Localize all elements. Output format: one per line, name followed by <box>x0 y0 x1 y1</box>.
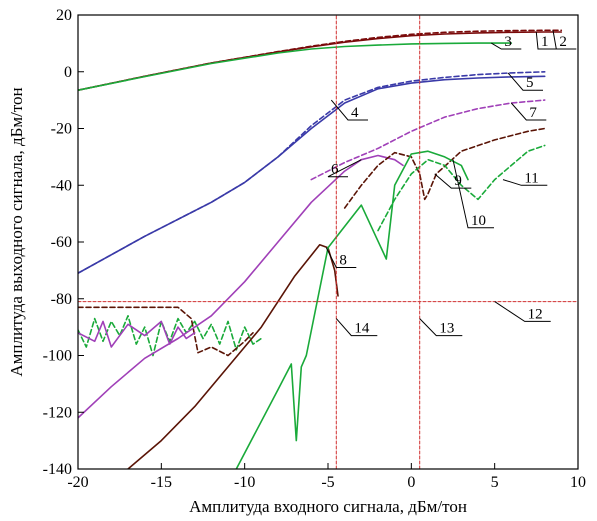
callout-leader-9 <box>434 173 472 189</box>
y-tick-label: 20 <box>56 7 72 24</box>
y-tick-label: -80 <box>51 291 72 308</box>
y-tick-label: -120 <box>43 404 72 421</box>
noise-floor-line-3 <box>78 320 196 348</box>
callout-label-11: 11 <box>524 170 538 186</box>
x-tick-label: -5 <box>321 474 334 491</box>
callout-leader-12 <box>494 301 551 322</box>
y-tick-label: -60 <box>51 234 72 251</box>
x-tick-label: 5 <box>491 474 499 491</box>
y-tick-label: -100 <box>43 348 72 365</box>
callout-label-5: 5 <box>526 75 534 91</box>
callout-leader-14 <box>335 318 378 337</box>
callout-label-2: 2 <box>559 34 567 50</box>
callout-leader-11 <box>502 179 548 186</box>
series-line-9 <box>343 127 546 209</box>
callout-leader-7 <box>510 102 547 121</box>
ticks-layer: -20 -15 -10 -5 0 5 10 -140 -120 -100 -80 -60 -40 -20 0… <box>43 7 586 491</box>
callout-label-1: 1 <box>541 34 549 50</box>
series-line-5 <box>78 71 546 274</box>
callout-leader-13 <box>419 318 463 337</box>
callout-leader-2 <box>552 30 577 50</box>
callout-leader-8 <box>325 247 357 268</box>
series-line-1 <box>78 31 563 91</box>
callout-leader-1 <box>535 31 558 50</box>
x-tick-label: -20 <box>67 474 88 491</box>
noise-floor-line-2 <box>78 306 254 357</box>
series-line-10 <box>235 150 469 469</box>
series-layer <box>78 15 578 469</box>
callout-label-13: 13 <box>439 321 454 337</box>
callout-label-3: 3 <box>504 34 512 50</box>
x-tick-label: 0 <box>407 474 415 491</box>
y-tick-label: 0 <box>64 64 72 81</box>
callout-leader-5 <box>507 72 543 91</box>
callout-leader-4 <box>330 99 368 121</box>
series-line-2 <box>78 29 563 91</box>
callout-leader-10 <box>452 159 494 229</box>
y-axis-title: Амплитуда выходного сигнала, дБм/тон <box>7 87 26 376</box>
y-tick-label: -40 <box>51 177 72 194</box>
callout-label-8: 8 <box>339 253 347 269</box>
series-line-6 <box>78 154 404 419</box>
callout-label-12: 12 <box>528 306 543 322</box>
callout-leader-3 <box>491 42 522 50</box>
callout-label-7: 7 <box>529 105 537 121</box>
x-axis-title: Амплитуда входного сигнала, дБм/тон <box>189 497 467 516</box>
y-tick-label: -20 <box>51 121 72 138</box>
x-tick-label: 10 <box>570 474 586 491</box>
series-line-4 <box>78 75 546 274</box>
plot-frame <box>77 14 579 470</box>
callout-label-6: 6 <box>331 162 339 178</box>
series-line-3 <box>78 42 513 91</box>
noise-floor-line-1 <box>78 315 263 357</box>
callout-label-10: 10 <box>471 213 486 229</box>
series-line-7 <box>310 99 546 181</box>
series-line-11 <box>377 144 546 232</box>
callout-label-14: 14 <box>354 321 370 337</box>
y-tick-label: -140 <box>43 461 72 478</box>
callout-leader-6 <box>327 159 362 178</box>
callout-label-4: 4 <box>351 105 359 121</box>
x-tick-label: -15 <box>151 474 172 491</box>
x-tick-label: -10 <box>234 474 255 491</box>
